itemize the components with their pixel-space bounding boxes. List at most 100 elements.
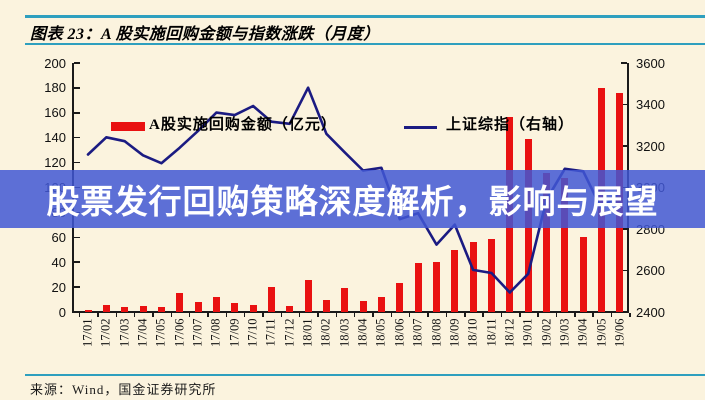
left-axis-tick <box>74 261 80 263</box>
x-axis-label: 17/09 <box>227 318 242 347</box>
bar <box>121 307 129 312</box>
x-axis-tick <box>280 313 283 317</box>
x-axis-label: 18/10 <box>465 318 480 347</box>
top-rule <box>25 15 705 18</box>
x-axis-label: 17/08 <box>208 318 223 347</box>
x-axis-tick <box>427 313 429 317</box>
bar <box>359 300 367 312</box>
x-axis-label: 17/07 <box>190 318 205 347</box>
x-axis-tick <box>298 313 301 317</box>
bar <box>433 262 440 312</box>
legend-bar-swatch <box>111 122 145 131</box>
x-axis-line <box>72 311 629 313</box>
bar <box>304 279 312 312</box>
x-axis-tick <box>225 313 228 317</box>
x-axis-label: 18/06 <box>392 318 407 347</box>
bar <box>579 237 587 312</box>
left-axis-tick <box>74 286 80 288</box>
x-axis-tick <box>353 313 356 317</box>
x-axis-label: 17/12 <box>282 318 297 347</box>
x-axis-label: 18/12 <box>502 318 517 347</box>
left-axis-tick <box>74 62 80 64</box>
bar <box>341 288 349 312</box>
x-axis-label: 18/02 <box>318 318 333 347</box>
x-axis-label: 18/04 <box>355 318 370 347</box>
x-axis-tick <box>188 313 191 317</box>
x-axis-tick <box>152 313 154 317</box>
x-axis-label: 19/05 <box>594 318 608 347</box>
left-axis-tick <box>74 311 80 313</box>
x-axis-label: 18/09 <box>447 318 462 347</box>
bar <box>414 263 422 312</box>
x-axis-tick <box>519 313 521 317</box>
x-axis-tick <box>97 313 99 317</box>
x-axis-tick <box>335 313 338 317</box>
bar <box>451 249 459 313</box>
bar <box>249 304 257 312</box>
bar <box>231 303 239 312</box>
bar <box>84 309 92 312</box>
x-axis-label: 18/03 <box>337 318 352 347</box>
x-axis-tick <box>482 313 484 317</box>
right-axis-tick-label: 3400 <box>636 97 665 112</box>
x-axis-tick <box>262 313 264 317</box>
x-axis-label: 17/10 <box>245 318 260 347</box>
right-axis-tick <box>621 228 627 230</box>
right-axis-tick <box>621 311 627 313</box>
x-axis-tick <box>500 313 503 317</box>
x-axis-label: 19/02 <box>539 318 553 347</box>
bar <box>488 238 495 312</box>
bar <box>322 299 330 312</box>
x-axis-label: 19/04 <box>575 318 590 347</box>
legend-line-swatch <box>404 126 437 129</box>
left-axis-tick-label: 60 <box>51 229 66 245</box>
bar <box>396 283 404 312</box>
x-axis-label: 18/05 <box>373 318 388 347</box>
x-axis-tick <box>390 313 393 317</box>
x-axis-tick <box>629 313 631 317</box>
x-axis-tick <box>133 313 136 317</box>
right-axis-tick-label: 3200 <box>636 138 665 154</box>
left-axis-tick-label: 0 <box>58 304 66 320</box>
x-axis-tick <box>372 313 374 317</box>
left-axis-tick <box>74 87 80 89</box>
left-axis-tick-label: 140 <box>44 130 66 146</box>
source-note: 来源：Wind，国金证券研究所 <box>30 382 217 397</box>
x-axis-tick <box>170 313 172 317</box>
x-axis-label: 17/06 <box>172 318 187 347</box>
legend-line-label: 上证综指（右轴） <box>446 117 575 133</box>
x-axis-tick <box>207 313 209 317</box>
right-axis-tick <box>621 269 627 272</box>
x-axis-tick <box>592 313 594 317</box>
left-axis-tick-label: 20 <box>51 279 66 295</box>
left-axis-tick-label: 200 <box>44 55 66 71</box>
left-axis-tick <box>74 112 80 114</box>
bar <box>176 293 184 312</box>
bar <box>194 302 202 312</box>
x-axis-label: 19/03 <box>557 318 572 347</box>
x-axis-tick <box>610 313 613 317</box>
x-axis-label: 18/01 <box>300 318 315 347</box>
x-axis-label: 17/03 <box>117 318 132 347</box>
right-axis-tick <box>621 103 627 106</box>
x-axis-tick <box>317 313 319 317</box>
x-axis-tick <box>243 313 246 317</box>
left-axis-tick-label: 120 <box>44 155 66 171</box>
x-axis-label: 18/11 <box>484 318 498 347</box>
right-axis-tick-label: 2600 <box>636 263 665 278</box>
left-axis-tick <box>74 161 80 164</box>
watermark-text: 股票发行回购策略深度解析，影响与展望 <box>46 183 659 220</box>
left-axis-tick-label: 40 <box>51 254 66 270</box>
x-axis-label: 17/11 <box>263 318 278 347</box>
page-title: 图表 23：A 股实施回购金额与指数涨跌（月度） <box>30 26 380 43</box>
bar <box>469 242 477 312</box>
x-axis-label: 17/04 <box>135 318 150 347</box>
left-axis-tick <box>74 136 80 139</box>
right-axis-tick-label: 2400 <box>636 304 665 320</box>
bar <box>212 297 220 312</box>
right-axis-tick-label: 3600 <box>636 55 665 71</box>
left-axis-tick <box>74 236 80 239</box>
x-axis-label: 19/06 <box>612 318 627 347</box>
bar <box>157 307 165 312</box>
title-underline-rule <box>25 43 705 45</box>
